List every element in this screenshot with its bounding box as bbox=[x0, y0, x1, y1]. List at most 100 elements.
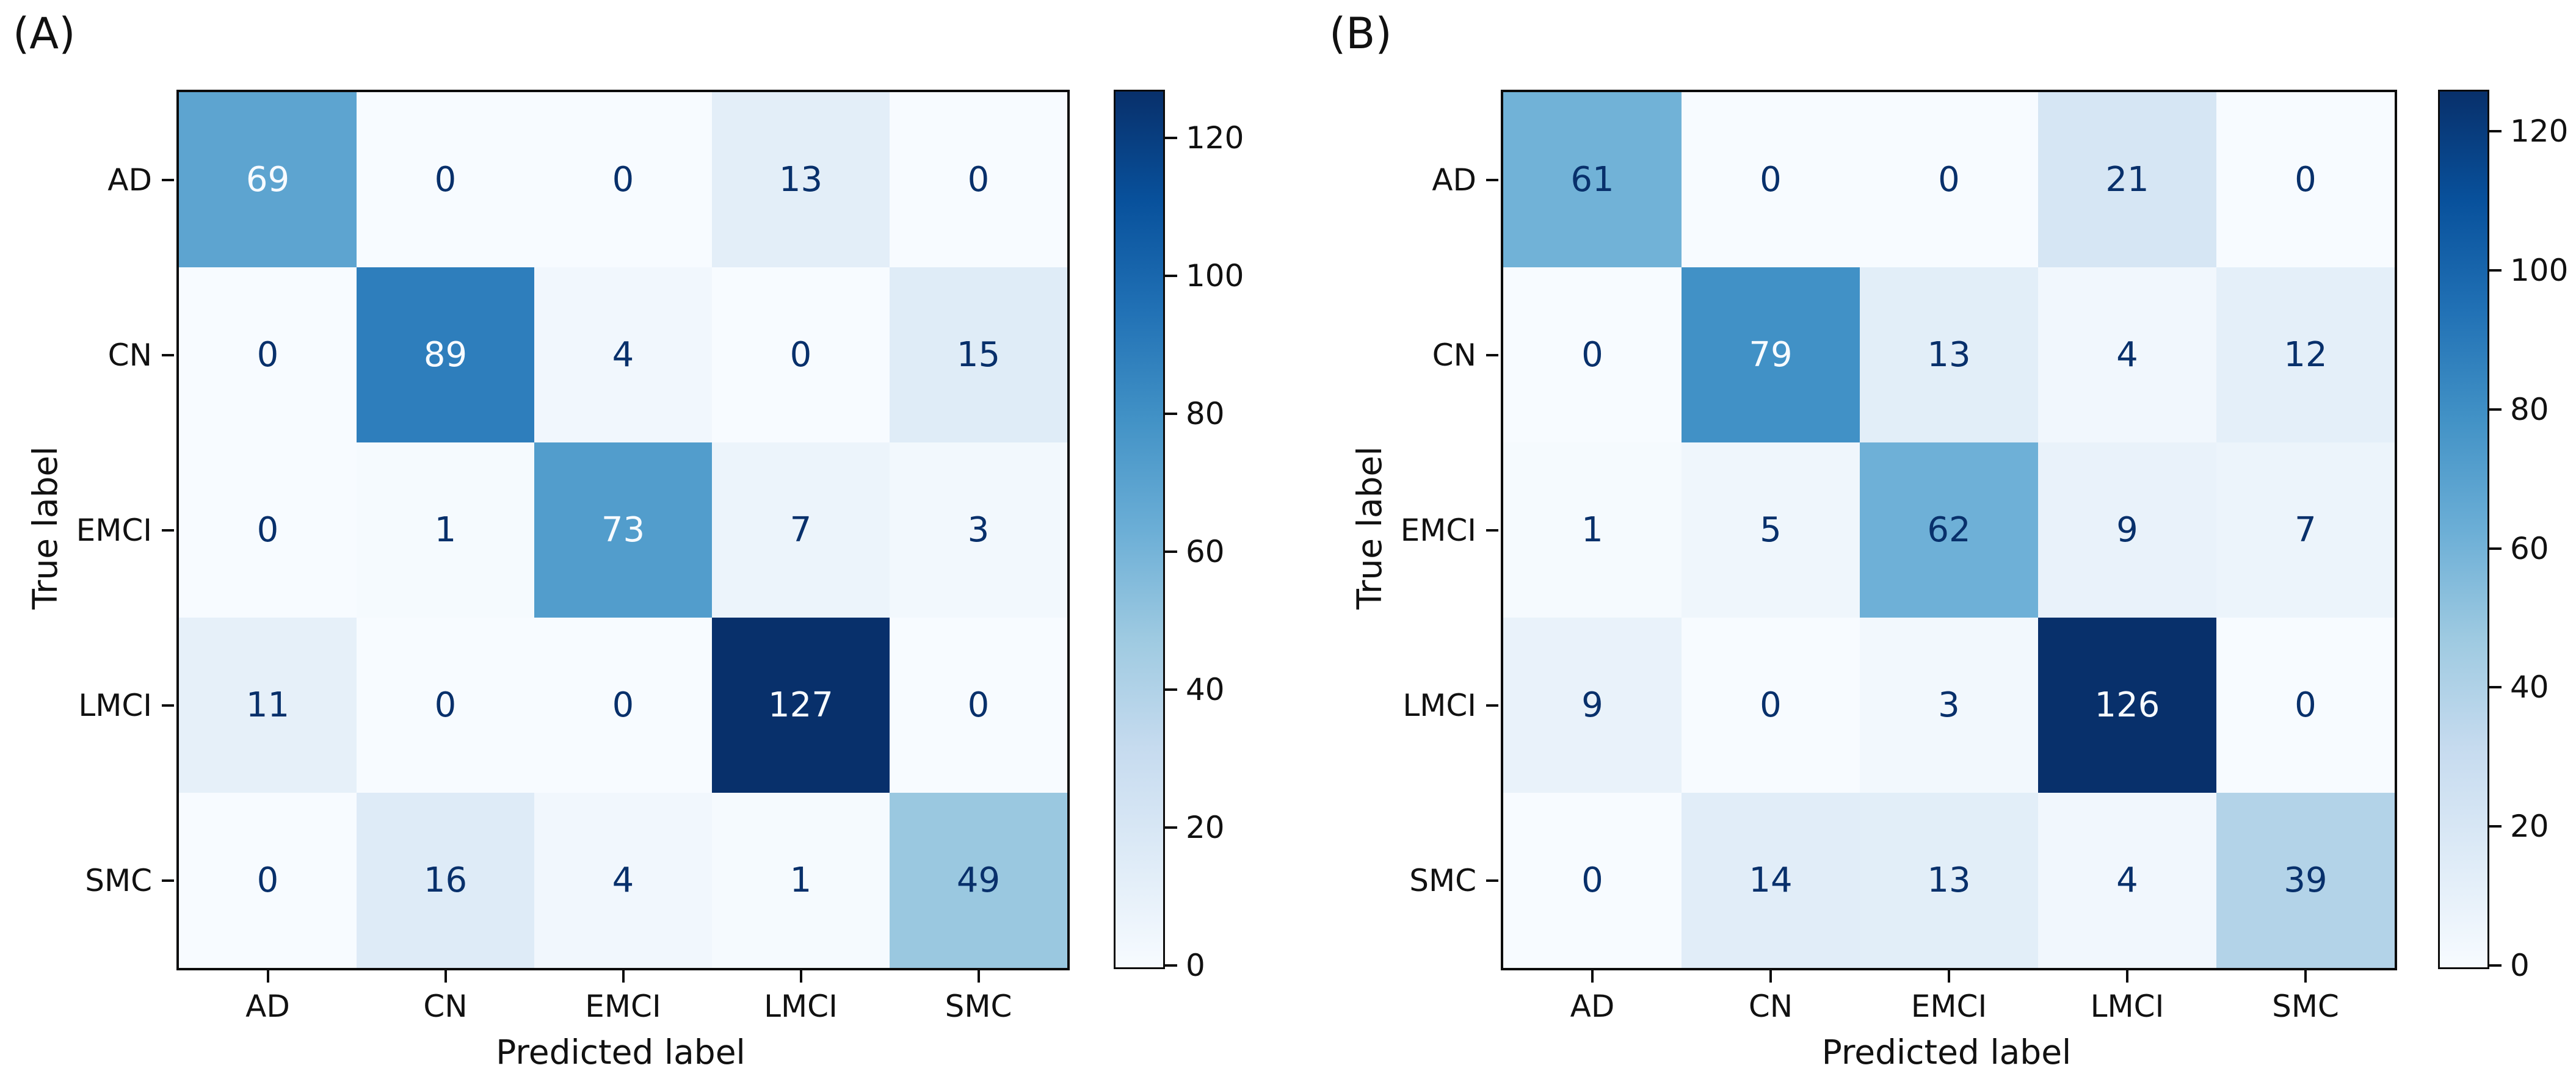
cell-value: 0 bbox=[434, 160, 457, 200]
cell-value: 39 bbox=[2284, 861, 2327, 900]
y-tick-mark bbox=[1486, 353, 1498, 356]
cell-value: 9 bbox=[2116, 510, 2138, 550]
cell-value: 7 bbox=[2295, 510, 2317, 550]
cell-value: 13 bbox=[1927, 861, 1971, 900]
y-tick-label: SMC bbox=[85, 862, 152, 898]
cell-value: 0 bbox=[967, 160, 990, 200]
matrix-cell-EMCI-LMCI: 9 bbox=[2038, 442, 2216, 618]
matrix-cell-AD-AD: 69 bbox=[179, 92, 357, 267]
matrix-cell-CN-CN: 79 bbox=[1682, 267, 1860, 442]
colorbar-tick-label: 40 bbox=[1186, 672, 1225, 708]
matrix-cell-SMC-LMCI: 4 bbox=[2038, 793, 2216, 968]
cell-value: 126 bbox=[2094, 685, 2160, 725]
cell-value: 14 bbox=[1749, 861, 1793, 900]
x-axis-title: Predicted label bbox=[496, 1033, 746, 1068]
cell-value: 49 bbox=[956, 861, 1001, 900]
y-tick-label: LMCI bbox=[78, 687, 152, 723]
y-tick-mark bbox=[1486, 529, 1498, 532]
colorbar-tick-mark bbox=[1165, 550, 1177, 554]
cell-value: 79 bbox=[1749, 335, 1793, 375]
matrix-cell-LMCI-SMC: 0 bbox=[2216, 618, 2395, 793]
matrix-cell-CN-EMCI: 4 bbox=[534, 267, 712, 442]
cell-value: 13 bbox=[1927, 335, 1971, 375]
matrix-cell-CN-EMCI: 13 bbox=[1860, 267, 2038, 442]
matrix-cell-AD-AD: 61 bbox=[1503, 92, 1682, 267]
cell-value: 11 bbox=[245, 685, 290, 725]
matrix-cell-SMC-SMC: 49 bbox=[890, 793, 1067, 968]
matrix-cell-AD-LMCI: 21 bbox=[2038, 92, 2216, 267]
matrix-cell-CN-CN: 89 bbox=[357, 267, 534, 442]
cell-value: 4 bbox=[2116, 335, 2138, 375]
matrix-cell-SMC-EMCI: 4 bbox=[534, 793, 712, 968]
cell-value: 0 bbox=[256, 510, 279, 550]
colorbar-tick-label: 80 bbox=[1186, 396, 1225, 432]
y-tick-mark bbox=[162, 353, 174, 356]
matrix-cell-LMCI-EMCI: 0 bbox=[534, 618, 712, 793]
panel-label-a: (A) bbox=[13, 9, 76, 59]
matrix-cell-EMCI-AD: 1 bbox=[1503, 442, 1682, 618]
matrix-cell-LMCI-EMCI: 3 bbox=[1860, 618, 2038, 793]
confusion-matrix-grid-b: 61 0 0 21 0 0 79 13 4 12 1 5 62 9 7 9 0 3 126 0 0 14 13 4 39 bbox=[1501, 90, 2397, 970]
cell-value: 1 bbox=[1581, 510, 1603, 550]
x-tick-label: EMCI bbox=[1910, 989, 1987, 1024]
cell-value: 0 bbox=[2295, 685, 2317, 725]
cell-value: 5 bbox=[1760, 510, 1782, 550]
cell-value: 4 bbox=[612, 335, 634, 375]
cell-value: 0 bbox=[1581, 861, 1603, 900]
matrix-cell-CN-LMCI: 4 bbox=[2038, 267, 2216, 442]
x-tick-label: CN bbox=[423, 989, 468, 1024]
colorbar-tick-label: 100 bbox=[2510, 253, 2569, 289]
cell-value: 3 bbox=[1938, 685, 1960, 725]
cell-value: 0 bbox=[1581, 335, 1603, 375]
colorbar-tick-mark bbox=[1165, 413, 1177, 416]
x-axis-title: Predicted label bbox=[1821, 1033, 2072, 1068]
matrix-cell-EMCI-SMC: 7 bbox=[2216, 442, 2395, 618]
matrix-cell-CN-SMC: 12 bbox=[2216, 267, 2395, 442]
matrix-cell-AD-SMC: 0 bbox=[2216, 92, 2395, 267]
cell-value: 9 bbox=[1581, 685, 1603, 725]
colorbar-tick-label: 60 bbox=[1186, 534, 1225, 570]
matrix-cell-EMCI-LMCI: 7 bbox=[712, 442, 890, 618]
colorbar-tick-mark bbox=[2489, 408, 2502, 411]
matrix-cell-EMCI-AD: 0 bbox=[179, 442, 357, 618]
confusion-matrix-grid-a: 69 0 0 13 0 0 89 4 0 15 0 1 73 7 3 11 0 0 127 0 0 16 4 1 49 bbox=[176, 90, 1070, 970]
colorbar-tick-mark bbox=[2489, 686, 2502, 689]
matrix-cell-EMCI-CN: 5 bbox=[1682, 442, 1860, 618]
cell-value: 16 bbox=[423, 861, 468, 900]
y-tick-mark bbox=[162, 529, 174, 532]
cell-value: 0 bbox=[789, 335, 812, 375]
cell-value: 0 bbox=[1760, 685, 1782, 725]
matrix-cell-SMC-AD: 0 bbox=[179, 793, 357, 968]
x-tick-label: LMCI bbox=[2090, 989, 2164, 1024]
matrix-cell-LMCI-CN: 0 bbox=[1682, 618, 1860, 793]
cell-value: 13 bbox=[778, 160, 823, 200]
colorbar-tick-mark bbox=[2489, 825, 2502, 828]
cell-value: 73 bbox=[601, 510, 645, 550]
y-tick-label: CN bbox=[107, 337, 152, 373]
colorbar-tick-mark bbox=[1165, 137, 1177, 140]
cell-value: 1 bbox=[434, 510, 457, 550]
x-tick-mark bbox=[622, 970, 625, 983]
y-tick-mark bbox=[162, 178, 174, 181]
colorbar-tick-mark bbox=[1165, 275, 1177, 278]
cell-value: 0 bbox=[1938, 160, 1960, 200]
colorbar-tick-label: 120 bbox=[2510, 114, 2569, 150]
y-tick-label: SMC bbox=[1409, 862, 1476, 898]
x-tick-label: EMCI bbox=[585, 989, 661, 1024]
cell-value: 69 bbox=[245, 160, 290, 200]
x-tick-label: AD bbox=[1570, 989, 1615, 1024]
y-tick-label: LMCI bbox=[1402, 687, 1476, 723]
cell-value: 0 bbox=[256, 861, 279, 900]
colorbar-tick-label: 80 bbox=[2510, 391, 2549, 427]
y-tick-mark bbox=[1486, 178, 1498, 181]
matrix-cell-CN-SMC: 15 bbox=[890, 267, 1067, 442]
colorbar bbox=[2438, 90, 2489, 969]
y-tick-label: AD bbox=[107, 162, 152, 198]
matrix-cell-SMC-CN: 14 bbox=[1682, 793, 1860, 968]
y-tick-label: CN bbox=[1432, 337, 1476, 373]
x-tick-mark bbox=[799, 970, 802, 983]
matrix-cell-SMC-CN: 16 bbox=[357, 793, 534, 968]
cell-value: 89 bbox=[423, 335, 468, 375]
x-tick-mark bbox=[977, 970, 980, 983]
